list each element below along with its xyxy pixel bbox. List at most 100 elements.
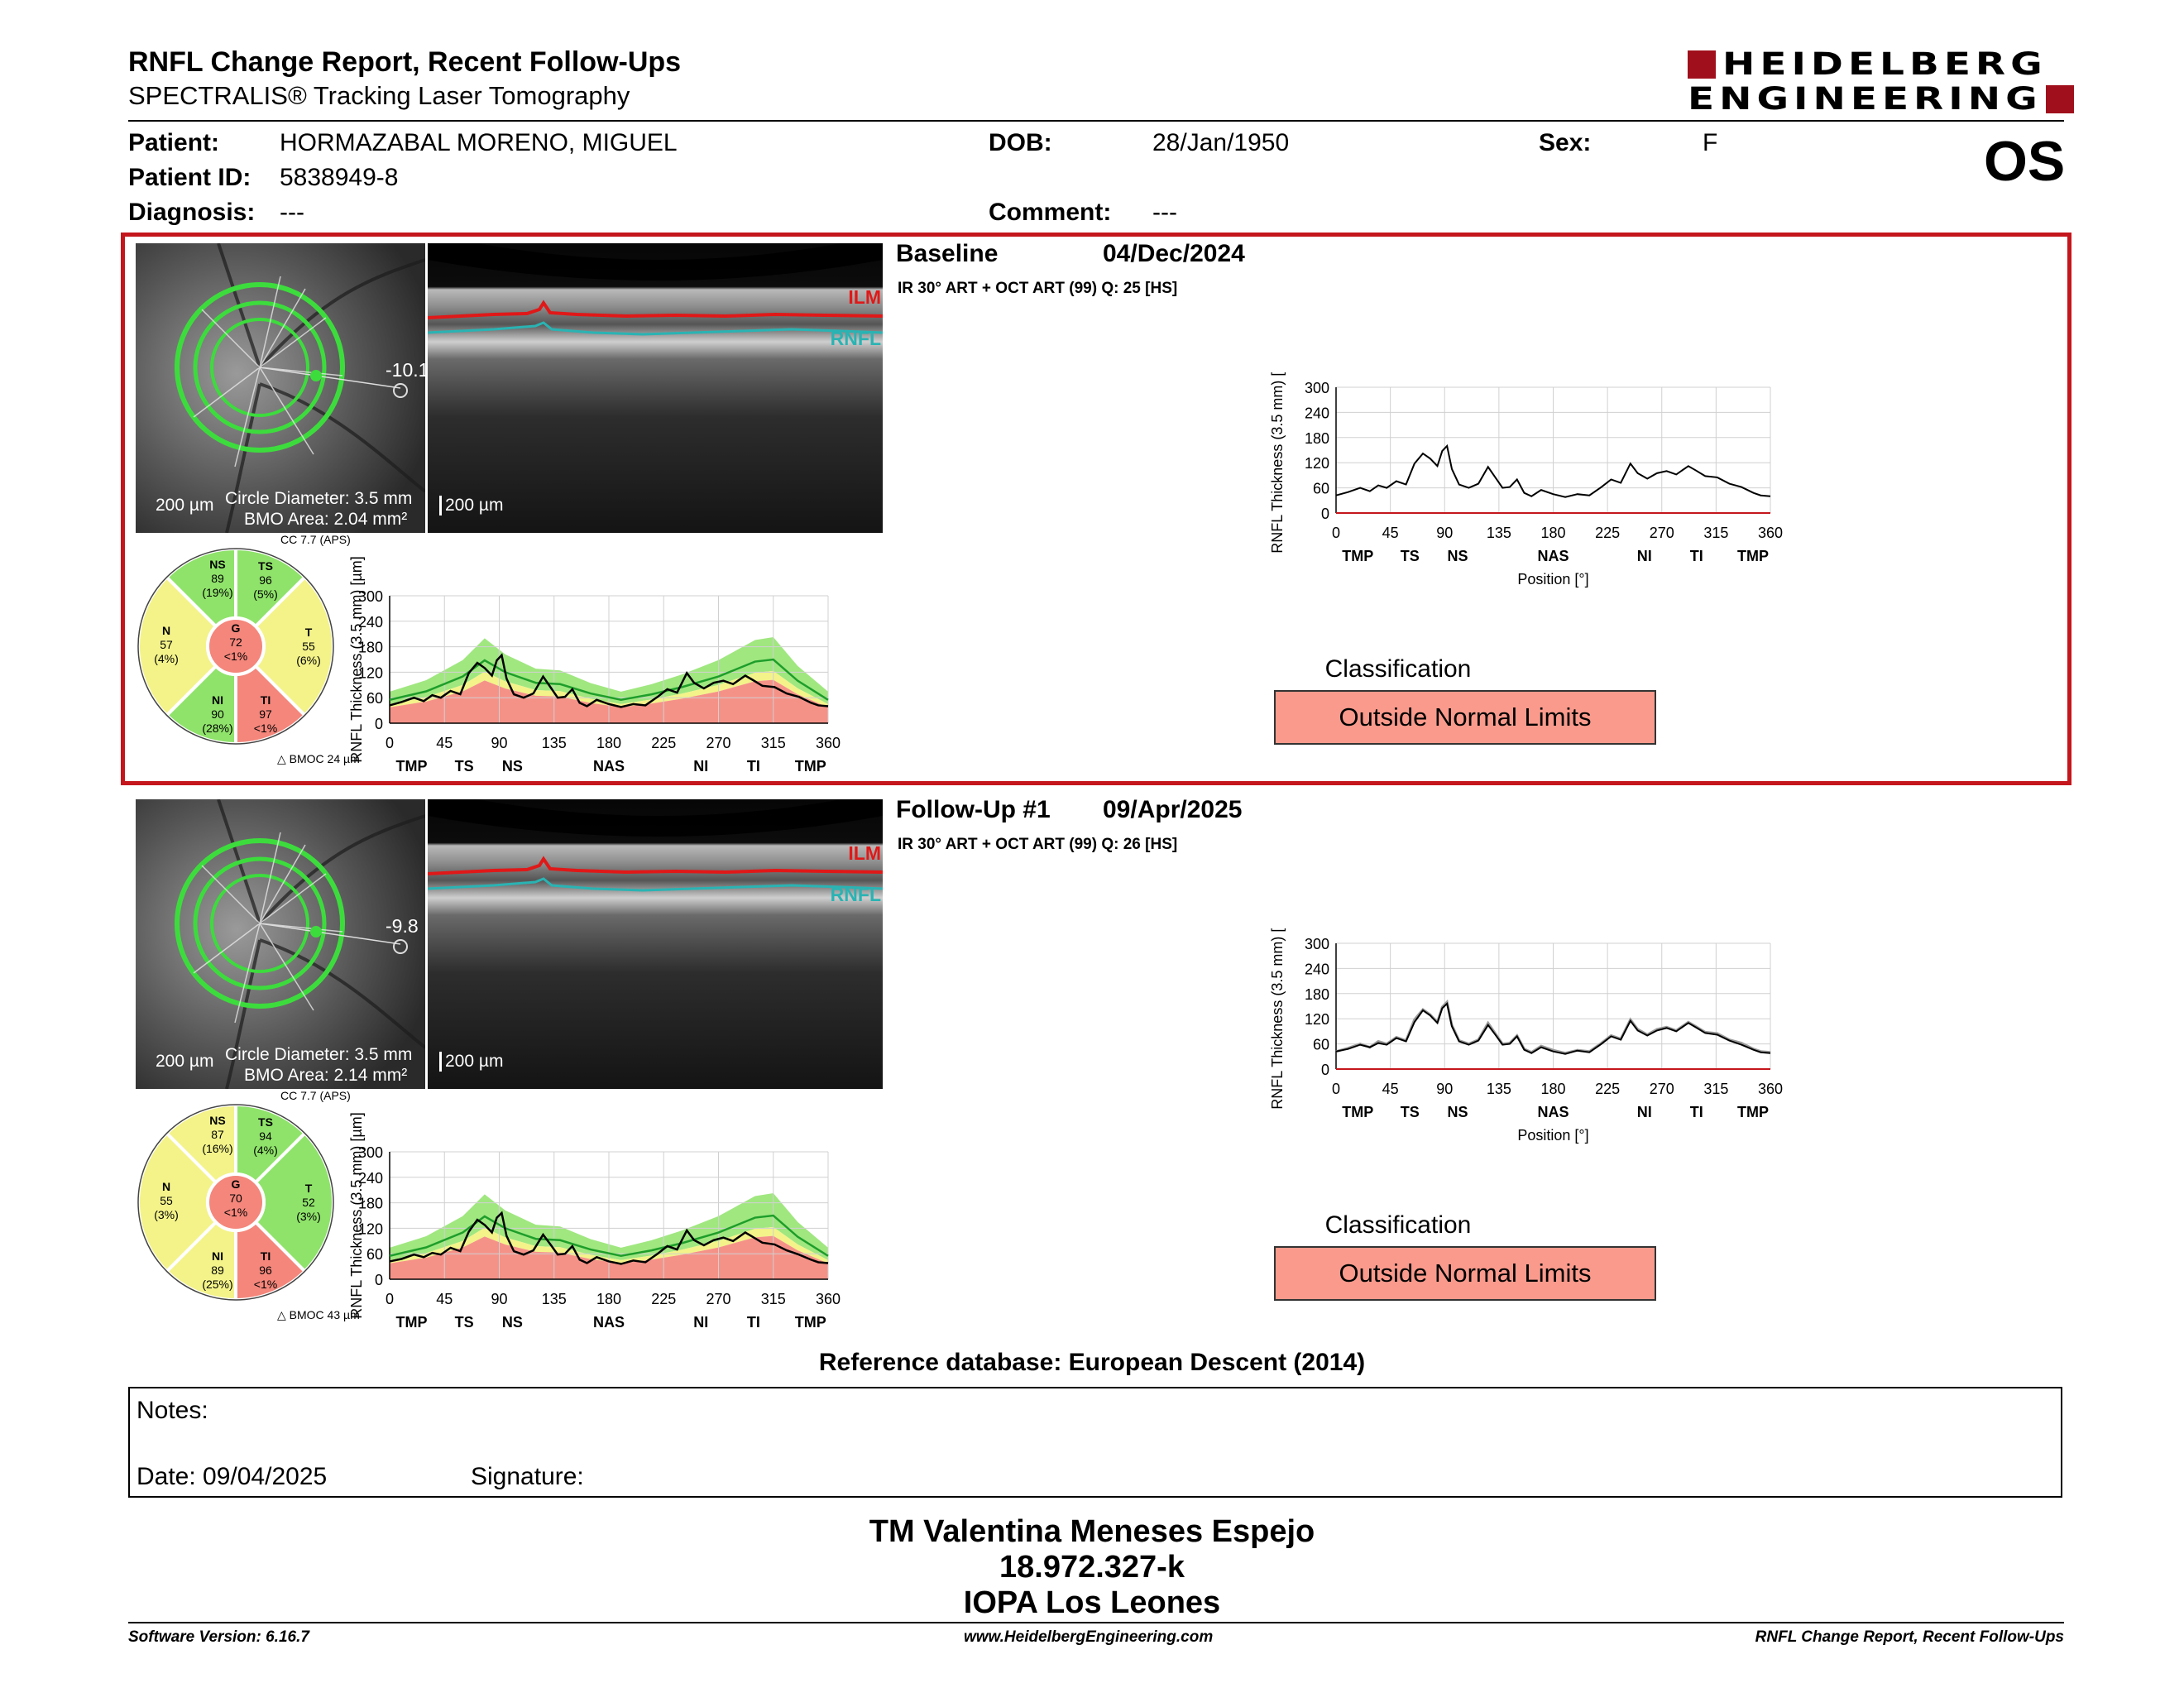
y-axis-label: RNFL Thickness (3.5 mm) [µm] xyxy=(1269,372,1286,554)
sector-g-text: 70 xyxy=(229,1192,242,1205)
x-tick-label: 135 xyxy=(542,735,567,751)
y-tick-label: 300 xyxy=(1305,936,1329,952)
sector-tick-label: TMP xyxy=(1737,548,1769,564)
y-tick-label: 180 xyxy=(1305,430,1329,447)
x-axis-label: Position [°] xyxy=(1517,571,1588,587)
sector-ns-text: (19%) xyxy=(202,586,232,599)
rnfl-label: RNFL xyxy=(830,328,881,349)
y-tick-label: 60 xyxy=(1313,1037,1329,1053)
sector-ts-text: TS xyxy=(258,1115,273,1129)
fundus-graphic xyxy=(136,243,425,533)
circle-diameter: Circle Diameter: 3.5 mm xyxy=(225,489,413,508)
brand-line2: ENGINEERING xyxy=(1688,80,2043,117)
sector-tick-label: TI xyxy=(747,1314,760,1327)
x-tick-label: 0 xyxy=(1332,1081,1340,1097)
operator-block: TM Valentina Meneses Espejo 18.972.327-k… xyxy=(0,1514,2184,1621)
classification-title: Classification xyxy=(1324,655,1472,683)
footer-report-name: RNFL Change Report, Recent Follow-Ups xyxy=(1755,1628,2064,1646)
x-tick-label: 360 xyxy=(816,735,841,751)
y-tick-label: 300 xyxy=(358,588,383,605)
sector-t-text: T xyxy=(305,1182,313,1195)
thickness-series-line xyxy=(1335,1001,1771,1055)
bscan-scale: 200 µm xyxy=(439,1052,503,1072)
sector-ni-text: 90 xyxy=(211,707,224,721)
x-tick-label: 315 xyxy=(1703,525,1728,541)
delta-icon: △ xyxy=(277,752,290,765)
thickness-series-line xyxy=(389,653,829,708)
y-tick-label: 300 xyxy=(358,1144,383,1161)
exam-label: Follow-Up #1 xyxy=(896,796,1051,823)
thickness-chart-0: 0 60 120 180 240 300 0 45 90 135 180 225 270 315 360 TM… xyxy=(1269,372,1783,587)
sector-ni-text: 89 xyxy=(211,1264,224,1277)
sector-g-text: <1% xyxy=(224,1206,247,1219)
x-tick-label: 270 xyxy=(1650,525,1674,541)
x-tick-label: 180 xyxy=(596,735,621,751)
sector-tick-label: NS xyxy=(502,1314,523,1327)
x-tick-label: 270 xyxy=(706,1291,730,1307)
software-version: Software Version: 6.16.7 xyxy=(128,1628,309,1646)
x-tick-label: 225 xyxy=(651,735,676,751)
notes-box: Notes: Date: 09/04/2025 Signature: xyxy=(128,1387,2062,1498)
y-tick-label: 240 xyxy=(358,614,383,631)
sector-tick-label: TMP xyxy=(1737,1104,1769,1120)
sector-g-text: G xyxy=(232,1177,241,1191)
exam-panel-1: -9.8 200 µm Circle Diameter: 3.5 mm BMO … xyxy=(128,796,2064,1334)
operator-name: TM Valentina Meneses Espejo xyxy=(869,1514,1315,1549)
sector-tick-label: NS xyxy=(502,758,523,771)
sector-tick-label: TI xyxy=(747,758,760,771)
report-title: RNFL Change Report, Recent Follow-Ups xyxy=(128,46,682,78)
x-tick-label: 360 xyxy=(1758,525,1783,541)
sector-ni-text: (28%) xyxy=(202,722,232,735)
patient-label: Patient: xyxy=(128,129,220,156)
x-tick-label: 315 xyxy=(761,735,786,751)
thickness-series-line xyxy=(1335,444,1771,498)
sector-g xyxy=(206,616,266,676)
signature-label: Signature: xyxy=(471,1463,584,1490)
bmo-area: BMO Area: 2.04 mm² xyxy=(244,510,408,529)
x-tick-label: 180 xyxy=(1540,525,1565,541)
sex-label: Sex: xyxy=(1539,129,1592,156)
x-tick-label: 0 xyxy=(386,1291,394,1307)
exam-panel-0: -10.1 200 µm Circle Diameter: 3.5 mm BMO… xyxy=(121,233,2071,785)
logo-square-icon xyxy=(2045,85,2074,113)
sector-t-text: 52 xyxy=(302,1196,315,1209)
x-axis-label: Position [°] xyxy=(1517,1127,1588,1144)
fundus-image: -10.1 200 µm Circle Diameter: 3.5 mm BMO… xyxy=(136,243,425,533)
y-axis-label: RNFL Thickness (3.5 mm) [µm] xyxy=(1269,928,1286,1110)
sector-g xyxy=(206,1172,266,1232)
diagnosis-label: Diagnosis: xyxy=(128,199,256,226)
sector-tick-label: NAS xyxy=(1537,1104,1569,1120)
exam-date: 09/Apr/2025 xyxy=(1103,796,1243,823)
sector-ts-text: (5%) xyxy=(253,587,278,601)
bmoc-value: △ BMOC 24 µm xyxy=(277,752,360,765)
sector-ns-text: 89 xyxy=(211,572,224,585)
sector-n-text: N xyxy=(162,624,170,637)
x-tick-label: 225 xyxy=(1595,525,1620,541)
thickness-series-line xyxy=(389,1211,829,1265)
sector-ti-text: TI xyxy=(261,693,271,707)
y-tick-label: 60 xyxy=(366,1246,383,1263)
sector-ns-text: (16%) xyxy=(202,1142,232,1155)
sector-tick-label: TI xyxy=(1690,1104,1703,1120)
sex-value: F xyxy=(1703,129,1718,156)
fundus-scale: 200 µm xyxy=(156,1052,214,1071)
sector-ns-text: NS xyxy=(209,558,225,571)
x-tick-label: 45 xyxy=(1382,525,1399,541)
sector-tick-label: NI xyxy=(1637,548,1652,564)
profile-chart-1: 0 60 120 180 240 300 0 45 90 135 180 225 270 315 360 TM… xyxy=(350,1112,841,1327)
x-tick-label: 45 xyxy=(436,1291,453,1307)
y-tick-label: 120 xyxy=(358,1220,383,1237)
sector-g-text: <1% xyxy=(224,650,247,663)
website: www.HeidelbergEngineering.com xyxy=(964,1628,1214,1646)
fundus-graphic xyxy=(136,799,425,1089)
sector-ts-text: 94 xyxy=(259,1129,272,1143)
sector-tick-label: TMP xyxy=(795,758,826,771)
sector-tick-label: TS xyxy=(455,1314,474,1327)
thickness-chart-1: 0 60 120 180 240 300 0 45 90 135 180 225 270 315 360 TM… xyxy=(1269,928,1783,1144)
sector-ti-text: <1% xyxy=(254,722,277,735)
operator-id: 18.972.327-k xyxy=(999,1550,1185,1585)
cc-value: CC 7.7 (APS) xyxy=(280,1089,351,1102)
sector-t-text: 55 xyxy=(302,640,315,653)
x-tick-label: 180 xyxy=(596,1291,621,1307)
y-tick-label: 300 xyxy=(1305,380,1329,396)
